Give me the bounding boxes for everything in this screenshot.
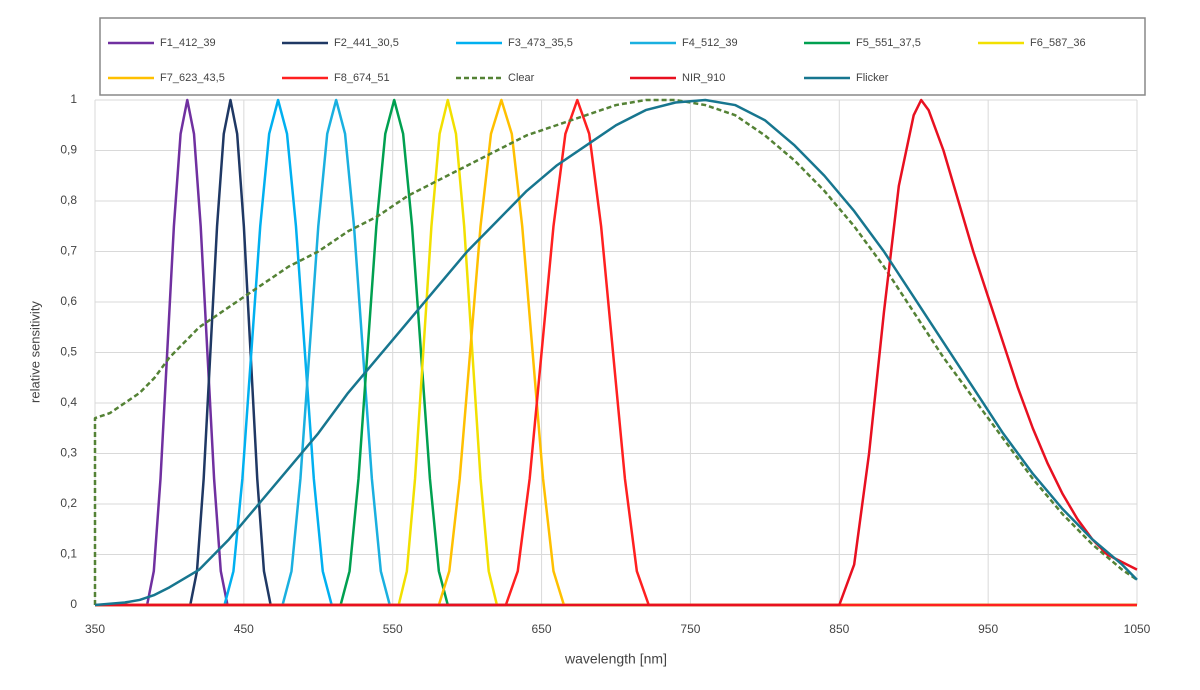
legend-label: F3_473_35,5: [508, 37, 573, 49]
x-axis-label: wavelength [nm]: [564, 651, 667, 667]
legend-label: Flicker: [856, 72, 889, 84]
y-tick-label: 0,2: [60, 496, 77, 510]
x-tick-label: 750: [680, 622, 700, 636]
y-tick-label: 0,7: [60, 244, 77, 258]
legend-label: F7_623_43,5: [160, 72, 225, 84]
series-line: [95, 98, 1137, 607]
series-line: [95, 98, 1137, 607]
legend-label: NIR_910: [682, 72, 725, 84]
series-line: [95, 98, 1138, 607]
x-tick-label: 950: [978, 622, 998, 636]
y-tick-label: 0,3: [60, 446, 77, 460]
legend-label: F4_512_39: [682, 37, 738, 49]
series-line: [94, 98, 1138, 607]
legend-label: F2_441_30,5: [334, 37, 399, 49]
y-tick-label: 0: [70, 597, 77, 611]
y-tick-label: 1: [70, 92, 77, 106]
y-axis-label: relative sensitivity: [27, 301, 42, 403]
x-tick-label: 550: [383, 622, 403, 636]
y-tick-label: 0,8: [60, 193, 77, 207]
legend-label: F8_674_51: [334, 72, 390, 84]
legend-label: F1_412_39: [160, 37, 216, 49]
series-line: [95, 98, 1137, 607]
legend-label: F6_587_36: [1030, 37, 1086, 49]
series-line: [95, 98, 1137, 607]
x-tick-label: 850: [829, 622, 849, 636]
y-tick-label: 0,1: [60, 547, 77, 561]
x-tick-label: 1050: [1124, 622, 1151, 636]
y-tick-label: 0,9: [60, 143, 77, 157]
series-line: [93, 98, 1138, 605]
series-line: [95, 98, 1137, 607]
y-tick-label: 0,6: [60, 294, 77, 308]
legend-label: Clear: [508, 72, 535, 84]
y-tick-label: 0,4: [60, 395, 77, 409]
series-line: [95, 98, 1137, 607]
y-tick-label: 0,5: [60, 345, 77, 359]
legend-box: [99, 17, 1146, 96]
x-tick-label: 450: [234, 622, 254, 636]
series-line: [95, 98, 1137, 607]
series-line: [95, 98, 1137, 607]
legend-label: F5_551_37,5: [856, 37, 921, 49]
x-tick-label: 650: [532, 622, 552, 636]
x-tick-label: 350: [85, 622, 105, 636]
